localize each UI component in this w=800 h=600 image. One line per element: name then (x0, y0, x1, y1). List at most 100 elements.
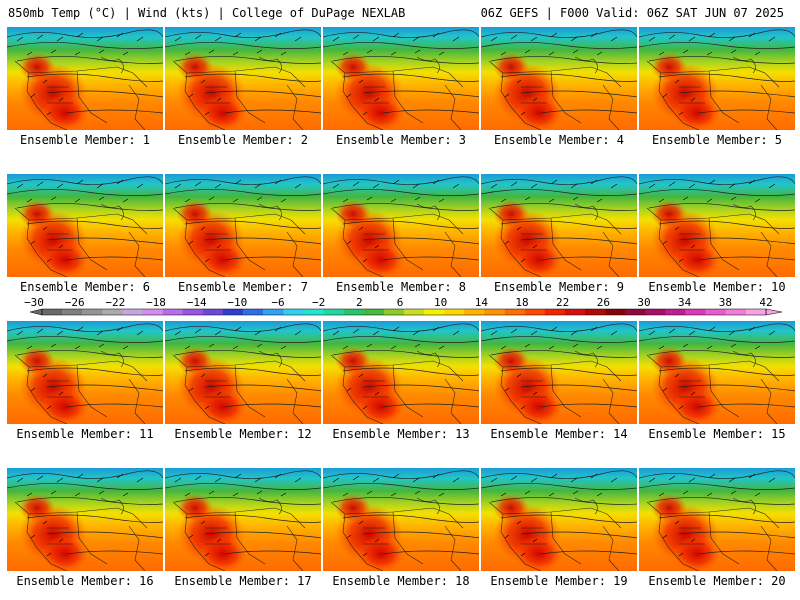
colorbar-swatch (182, 309, 204, 315)
member-label: Ensemble Member: 3 (335, 133, 467, 147)
colorbar-swatch (343, 309, 364, 315)
ensemble-panel: Ensemble Member: 20 (639, 468, 795, 599)
colorbar-right-arrow (765, 308, 783, 316)
temperature-map (7, 27, 163, 130)
colorbar-swatch (102, 309, 123, 315)
ensemble-panel: Ensemble Member: 10 (639, 174, 795, 305)
ensemble-panel: Ensemble Member: 16 (7, 468, 163, 599)
ensemble-panel: Ensemble Member: 1 (7, 27, 163, 158)
temperature-map (481, 321, 637, 424)
ensemble-panel: Ensemble Member: 2 (165, 27, 321, 158)
colorbar-swatch (202, 309, 224, 315)
chart-title: 850mb Temp (°C) | Wind (kts) | College o… (8, 6, 406, 20)
valid-time-label: 06Z GEFS | F000 Valid: 06Z SAT JUN 07 20… (480, 6, 784, 20)
colorbar-swatch (142, 309, 163, 315)
colorbar-swatch (705, 309, 726, 315)
colorbar-swatch (544, 309, 566, 315)
colorbar-swatch (42, 309, 63, 315)
ensemble-panel: Ensemble Member: 6 (7, 174, 163, 305)
colorbar-swatch (745, 309, 767, 315)
temperature-map (639, 174, 795, 277)
colorbar-swatch (564, 309, 586, 315)
member-label: Ensemble Member: 20 (648, 574, 786, 588)
colorbar-swatch (685, 309, 706, 315)
temperature-map (481, 468, 637, 571)
colorbar-tick-label: 30 (637, 296, 651, 309)
member-label: Ensemble Member: 1 (19, 133, 151, 147)
member-label: Ensemble Member: 18 (332, 574, 470, 588)
temperature-map (7, 468, 163, 571)
temperature-map (165, 174, 321, 277)
temperature-map (481, 27, 637, 130)
colorbar-swatch (303, 309, 324, 315)
ensemble-panel: Ensemble Member: 3 (323, 27, 479, 158)
colorbar-swatch (263, 309, 284, 315)
colorbar-swatch (162, 309, 183, 315)
colorbar-swatch (82, 309, 103, 315)
member-label: Ensemble Member: 17 (174, 574, 312, 588)
colorbar-swatch (484, 309, 505, 315)
colorbar-swatch (243, 309, 264, 315)
colorbar-swatch (605, 309, 626, 315)
temperature-map (323, 174, 479, 277)
member-label: Ensemble Member: 16 (16, 574, 154, 588)
temperature-map (323, 321, 479, 424)
ensemble-panel: Ensemble Member: 8 (323, 174, 479, 305)
ensemble-panel: Ensemble Member: 17 (165, 468, 321, 599)
colorbar-swatch (665, 309, 686, 315)
colorbar-tick-label: 2 (356, 296, 363, 309)
temperature-map (7, 174, 163, 277)
colorbar-swatch (504, 309, 525, 315)
ensemble-panel: Ensemble Member: 11 (7, 321, 163, 452)
member-label: Ensemble Member: 4 (493, 133, 625, 147)
colorbar-swatch (424, 309, 445, 315)
colorbar-tick-label: −22 (105, 296, 126, 309)
temperature-colorbar (29, 308, 783, 316)
colorbar-tick-label: −18 (146, 296, 166, 309)
colorbar-left-arrow (29, 308, 43, 316)
colorbar-tick-label: 22 (556, 296, 570, 309)
colorbar-tick-label: 38 (718, 296, 732, 309)
colorbar-swatch (323, 309, 344, 315)
ensemble-panel: Ensemble Member: 13 (323, 321, 479, 452)
ensemble-panel: Ensemble Member: 5 (639, 27, 795, 158)
colorbar-tick-label: −26 (64, 296, 85, 309)
temperature-map (323, 27, 479, 130)
colorbar-swatch (524, 309, 545, 315)
colorbar-swatch (444, 309, 465, 315)
colorbar-tick-label: 18 (515, 296, 529, 309)
colorbar-swatch (363, 309, 385, 315)
member-label: Ensemble Member: 8 (335, 280, 467, 294)
ensemble-panel: Ensemble Member: 4 (481, 27, 637, 158)
temperature-map (165, 468, 321, 571)
colorbar-tick-label: −14 (186, 296, 207, 309)
ensemble-panel: Ensemble Member: 7 (165, 174, 321, 305)
colorbar-swatch (464, 309, 485, 315)
temperature-map (639, 321, 795, 424)
colorbar-swatch (725, 309, 747, 315)
colorbar-tick-label: 26 (596, 296, 610, 309)
colorbar-swatch (404, 309, 425, 315)
temperature-map (481, 174, 637, 277)
temperature-map (165, 321, 321, 424)
colorbar-tick-label: 34 (678, 296, 692, 309)
colorbar-tick-label: 10 (434, 296, 448, 309)
colorbar-swatch (283, 309, 304, 315)
colorbar-tick-label: 6 (396, 296, 404, 309)
colorbar-tick-label: −6 (271, 296, 285, 309)
member-label: Ensemble Member: 14 (490, 427, 628, 441)
member-label: Ensemble Member: 12 (174, 427, 312, 441)
colorbar-tick-label: −2 (312, 296, 326, 309)
member-label: Ensemble Member: 11 (16, 427, 154, 441)
colorbar-swatch (383, 309, 405, 315)
ensemble-panel: Ensemble Member: 18 (323, 468, 479, 599)
member-label: Ensemble Member: 15 (648, 427, 786, 441)
colorbar-swatch (122, 309, 143, 315)
colorbar-swatch (223, 309, 244, 315)
temperature-map (7, 321, 163, 424)
colorbar-swatch (585, 309, 606, 315)
colorbar-swatch (625, 309, 646, 315)
member-label: Ensemble Member: 19 (490, 574, 628, 588)
member-label: Ensemble Member: 7 (177, 280, 309, 294)
ensemble-panel: Ensemble Member: 12 (165, 321, 321, 452)
